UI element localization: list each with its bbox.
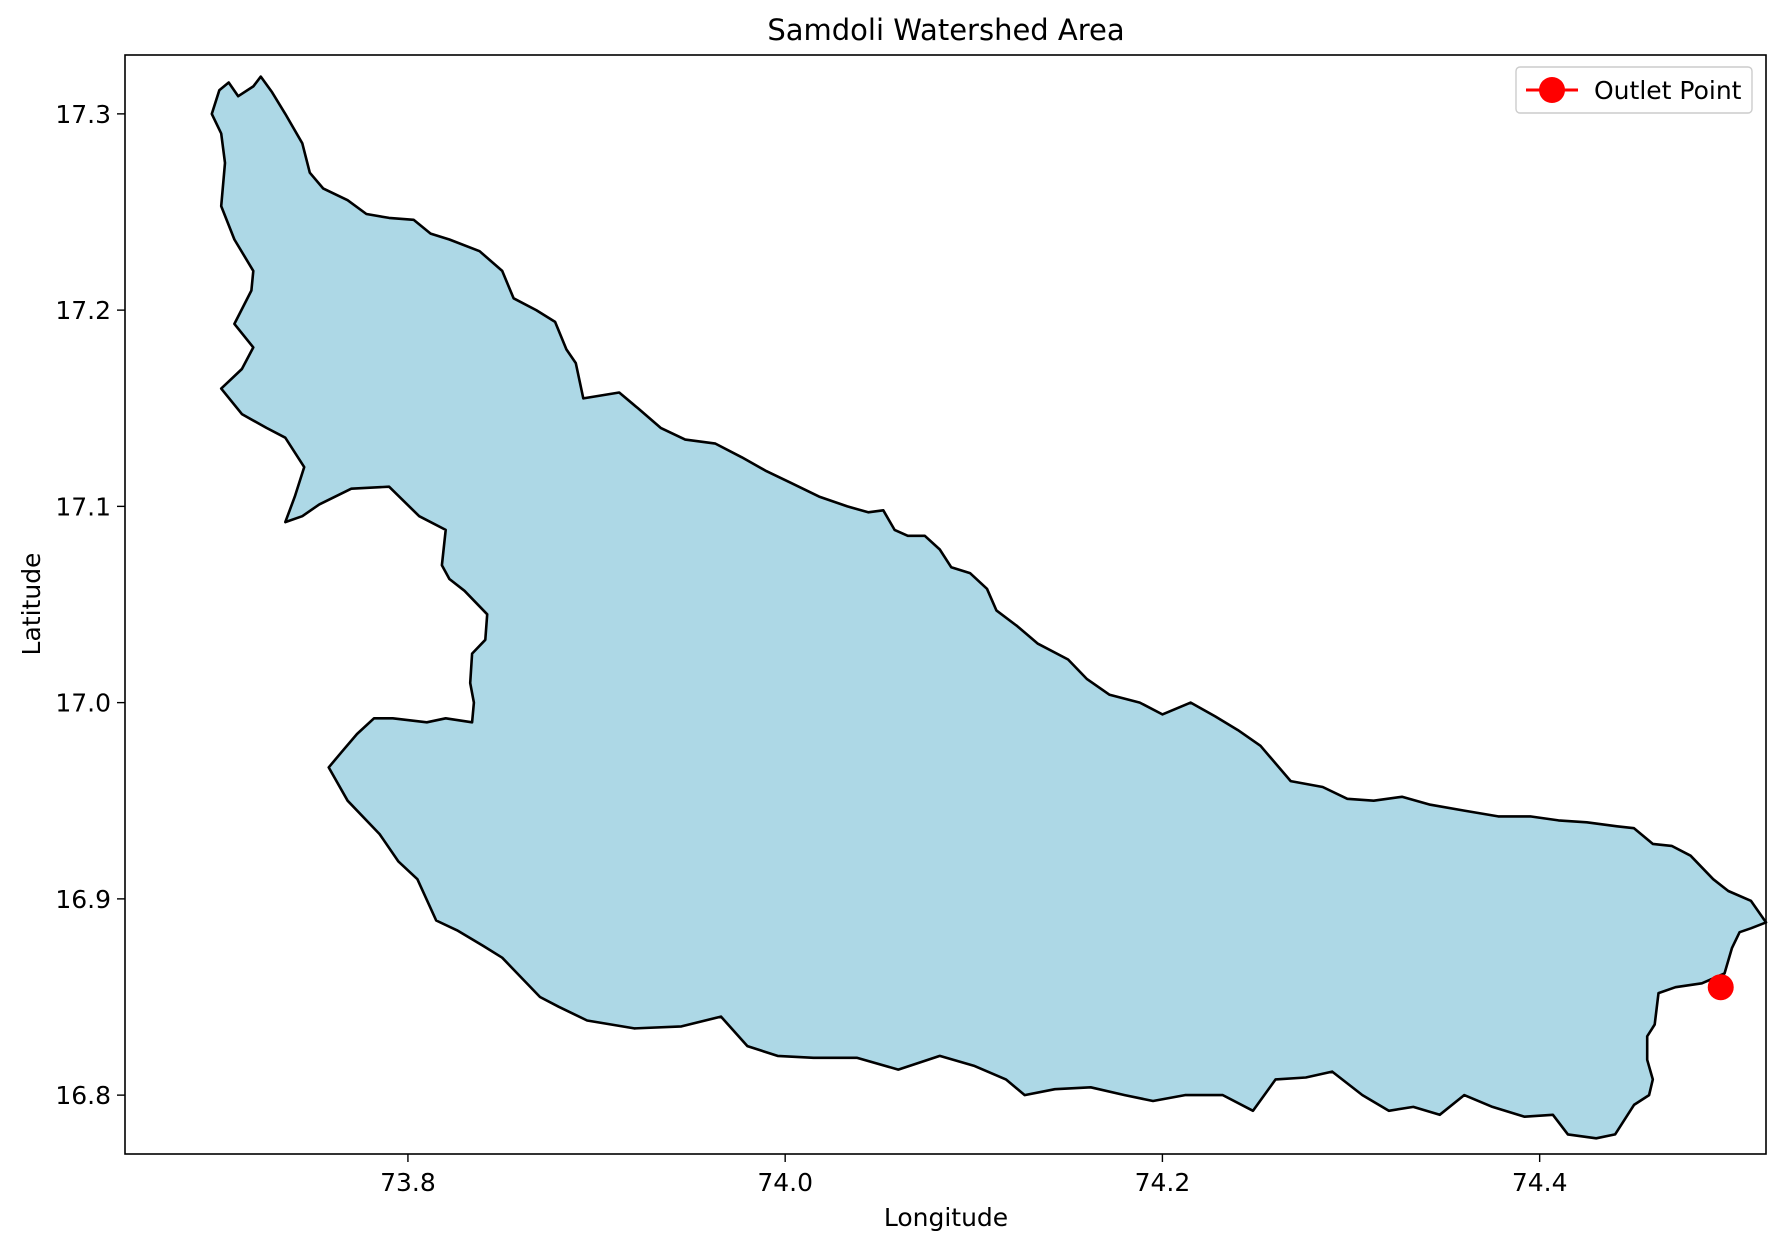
x-axis-ticks: 73.8 74.0 74.2 74.4 bbox=[380, 1154, 1567, 1197]
x-axis-label: Longitude bbox=[884, 1203, 1008, 1232]
chart-title: Samdoli Watershed Area bbox=[767, 13, 1124, 47]
y-tick-label: 17.1 bbox=[55, 492, 111, 521]
plot-area bbox=[124, 54, 1768, 1155]
legend-label: Outlet Point bbox=[1594, 76, 1742, 105]
y-tick-label: 16.9 bbox=[55, 885, 111, 914]
x-tick-label: 74.0 bbox=[757, 1168, 813, 1197]
watershed-polygon bbox=[210, 75, 1768, 1140]
x-tick-label: 73.8 bbox=[380, 1168, 436, 1197]
outlet-point-marker bbox=[1707, 974, 1734, 1001]
x-tick-label: 74.4 bbox=[1512, 1168, 1568, 1197]
y-tick-label: 17.3 bbox=[55, 100, 111, 129]
legend-box bbox=[1515, 66, 1753, 114]
legend-marker-swatch bbox=[1539, 77, 1565, 103]
y-axis-ticks: 16.8 16.9 17.0 17.1 17.2 17.3 bbox=[55, 100, 125, 1110]
y-tick-label: 17.2 bbox=[55, 296, 111, 325]
x-tick-label: 74.2 bbox=[1135, 1168, 1191, 1197]
legend: Outlet Point bbox=[1515, 66, 1753, 114]
outlet-point-marker-group bbox=[1707, 974, 1734, 1001]
y-axis-label: Latitude bbox=[17, 553, 46, 656]
y-tick-label: 16.8 bbox=[55, 1081, 111, 1110]
y-tick-label: 17.0 bbox=[55, 689, 111, 718]
